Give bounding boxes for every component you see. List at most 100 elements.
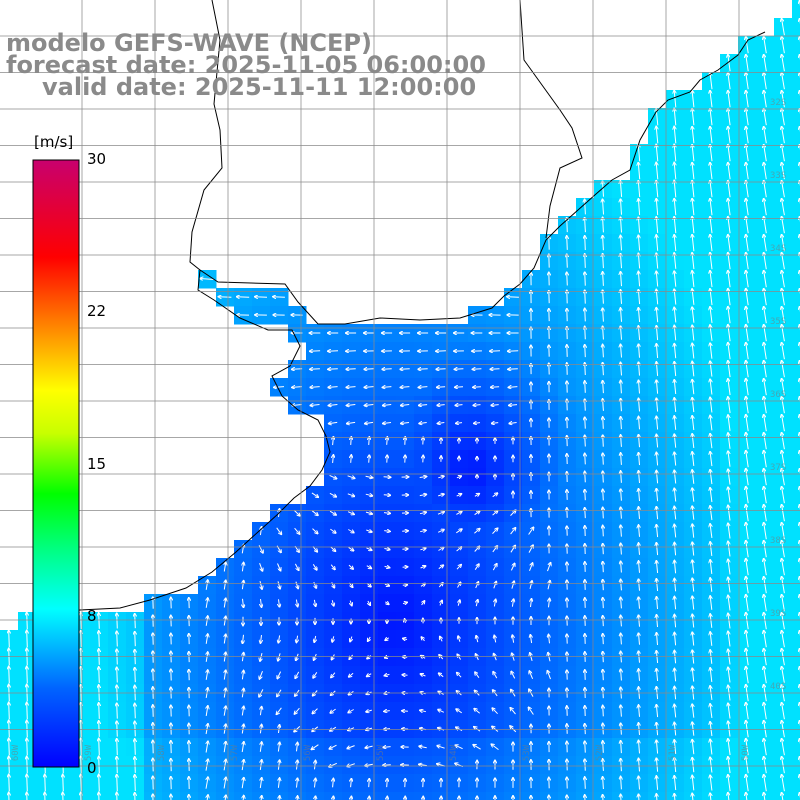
wind-cell [792,216,800,235]
lon-label: 59W [84,744,95,762]
wind-arrow [585,490,586,501]
wind-arrow [383,765,391,766]
colorbar-tick-30: 30 [87,150,107,168]
wind-cell [792,612,800,631]
wind-cell [738,792,757,800]
wind-arrow [45,775,46,792]
wind-arrow [99,775,100,792]
wind-arrow [418,369,428,370]
lat-label: 35S [770,317,787,327]
wind-cell [792,108,800,127]
wind-cell [792,450,800,469]
wind-arrow [473,387,481,388]
wind-cell [792,702,800,721]
wind-cell [792,180,800,199]
wind-arrow [63,775,64,792]
wind-arrow [27,739,28,756]
wind-arrow [603,472,604,483]
wind-arrow [603,526,604,537]
wind-arrow [567,273,568,286]
wind-arrow [99,739,100,756]
wind-cell [792,36,800,55]
wind-arrow [346,369,356,370]
wind-cell [792,126,800,145]
colorbar-tick-8: 8 [87,607,97,625]
wind-arrow [99,757,100,774]
wind-arrow [27,613,28,630]
lat-label: 36S [770,390,787,400]
lat-label: 40S [770,682,787,692]
wind-cell [720,792,739,800]
colorbar-tick-0: 0 [87,759,97,777]
wind-arrow [455,369,464,370]
wind-cell [792,324,800,343]
wind-cell [792,396,800,415]
wind-cell [792,792,800,800]
wind-cell [792,648,800,667]
wind-cell [792,468,800,487]
wind-arrow [9,667,10,684]
wind-arrow [585,327,586,340]
wind-arrow [585,254,586,268]
wind-arrow [81,775,82,792]
wind-cell [792,522,800,541]
wind-arrow [491,369,500,370]
wind-arrow [135,614,136,629]
wind-arrow [585,236,586,251]
wind-cell [792,774,800,793]
wind-arrow [585,454,586,465]
wind-arrow [273,297,285,298]
wind-arrow [603,634,604,645]
lon-label: 56W [303,744,314,762]
wind-arrow [387,779,388,788]
wind-arrow [99,703,100,719]
wind-cell [792,162,800,181]
colorbar-gradient [32,159,80,768]
wind-arrow [585,795,586,800]
wind-arrow [9,631,10,648]
wind-cell [792,594,800,613]
wind-arrow [63,793,64,800]
wind-arrow [603,598,604,609]
wind-arrow [351,437,352,445]
lon-label: 57W [230,744,241,762]
lon-label: 54W [449,744,460,762]
wind-arrow [383,477,391,478]
wind-arrow [27,667,28,684]
lat-label: 34S [770,244,787,254]
wind-cell [792,378,800,397]
colorbar-tick-15: 15 [87,455,107,473]
wind-arrow [603,544,604,555]
wind-arrow [27,631,28,648]
wind-cell [792,54,800,73]
wind-arrow [585,508,586,519]
wind-cell [792,630,800,649]
wind-cell [792,198,800,217]
wind-arrow [81,667,82,684]
wind-arrow [585,345,586,358]
wind-arrow [603,580,604,591]
wind-arrow [81,631,82,648]
wind-arrow [219,297,232,298]
wind-cell [792,288,800,307]
lon-label: 58W [157,744,168,762]
wind-cell [792,252,800,271]
wind-arrow [603,490,604,501]
wind-arrow [437,387,446,388]
wind-cell [792,558,800,577]
wind-cell [792,756,800,775]
wind-cell [792,540,800,559]
wind-arrow [99,613,100,629]
wind-arrow [585,381,586,393]
lon-label: 55W [376,744,387,762]
wind-arrow [27,757,28,774]
wind-arrow [117,668,118,683]
wind-cell [792,576,800,595]
colorbar [32,159,80,768]
wind-arrow [328,369,338,370]
colorbar-tick-22: 22 [87,302,107,320]
wind-arrow [135,757,136,773]
wind-arrow [603,562,604,573]
